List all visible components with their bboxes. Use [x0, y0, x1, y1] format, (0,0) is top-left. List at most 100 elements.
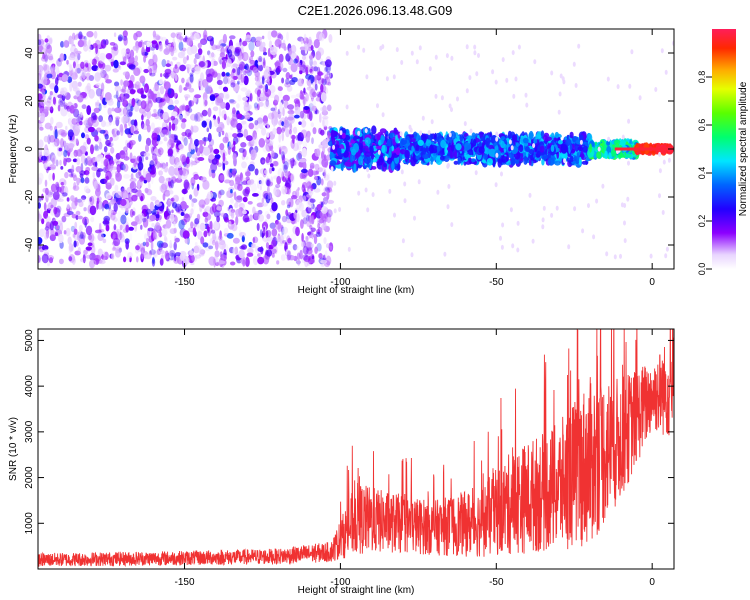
- spectrogram-blob: [74, 197, 78, 206]
- spectrogram-blob: [258, 138, 266, 148]
- spectrogram-blob: [510, 157, 516, 166]
- spectrogram-blob: [289, 122, 293, 131]
- spectrogram-blob: [294, 207, 300, 212]
- spectrogram-blob: [188, 64, 196, 71]
- spectrogram-blob: [144, 254, 152, 260]
- spectrogram-blob: [84, 125, 91, 134]
- spectrogram-blob: [105, 170, 112, 180]
- spectrogram-blob: [152, 256, 155, 264]
- spectrogram-blob: [94, 72, 101, 82]
- spectrogram-blob: [113, 202, 118, 212]
- spectrogram-blob: [139, 75, 146, 84]
- spectrogram-blob: [202, 137, 210, 142]
- spectrogram-blob: [243, 114, 251, 120]
- spectrogram-blob: [200, 176, 207, 182]
- spectrogram-blob: [364, 137, 371, 146]
- spectrogram-blob: [108, 208, 113, 218]
- spectrogram-blob: [245, 34, 252, 42]
- spectrogram-blob: [508, 146, 512, 152]
- spectrogram-blob: [312, 81, 316, 91]
- spectrogram-blob: [131, 97, 136, 108]
- spectrogram-blob: [127, 53, 131, 60]
- spectrogram-blob: [76, 149, 83, 157]
- spectrogram-blob: [324, 187, 330, 192]
- spectrogram-blob: [225, 190, 230, 199]
- spectrogram-blob: [291, 195, 298, 200]
- spectrogram-blob: [185, 79, 189, 84]
- spectrogram-blob: [159, 85, 165, 95]
- spectrogram-blob: [467, 149, 474, 156]
- spectrogram-blob: [344, 161, 352, 167]
- spectrogram-blob: [43, 135, 49, 143]
- spectrogram-blob: [129, 89, 136, 95]
- spectrogram-blob: [395, 134, 398, 144]
- spectrogram-blob: [314, 163, 320, 171]
- spectrogram-blob: [547, 157, 555, 166]
- spectrogram-blob: [142, 241, 146, 246]
- spectrogram-blob: [55, 77, 59, 86]
- spectrogram-blob: [161, 182, 168, 191]
- spectrogram-blob: [83, 207, 87, 212]
- spectrogram-blob: [193, 32, 200, 42]
- spectrogram-blob: [309, 58, 313, 67]
- spectrogram-blob: [124, 123, 128, 130]
- spectrogram-blob: [87, 116, 94, 127]
- spectrogram-blob: [239, 245, 245, 250]
- spectrogram-blob: [187, 254, 195, 264]
- spectrogram-blob: [287, 110, 295, 115]
- spectrogram-blob: [170, 115, 176, 121]
- spectrogram-blob: [80, 154, 86, 164]
- spectrogram-blob: [150, 143, 154, 153]
- spectrogram-blob: [322, 61, 325, 67]
- spectrogram-blob: [159, 258, 164, 266]
- spectrogram-blob: [274, 245, 278, 255]
- spectrogram-blob: [97, 248, 103, 257]
- spectrogram-blob: [90, 216, 95, 223]
- spectrogram-blob: [115, 191, 123, 199]
- spectrogram-blob: [93, 30, 98, 39]
- spectrogram-blob: [112, 120, 116, 126]
- spectrogram-blob: [282, 226, 289, 234]
- spectrogram-blob: [72, 174, 78, 182]
- spectrogram-blob: [329, 245, 333, 251]
- spectrogram-blob: [157, 207, 164, 214]
- spectrogram-blob: [534, 146, 538, 152]
- spectrogram-blob: [301, 232, 304, 243]
- spectrogram-blob: [164, 68, 172, 75]
- spectrogram-blob: [318, 46, 321, 51]
- spectrogram-blob: [289, 58, 294, 66]
- spectrogram-blob: [313, 39, 320, 49]
- spectrogram-blob: [215, 95, 223, 106]
- spectrogram-blob: [230, 261, 236, 266]
- spectrogram-blob: [155, 222, 161, 231]
- spectrogram-blob: [258, 122, 264, 129]
- spectrogram-blob: [164, 73, 169, 79]
- spectrogram-blob: [198, 246, 204, 257]
- spectrogram-blob: [262, 254, 270, 265]
- spectrogram-blob: [230, 76, 234, 81]
- spectrogram-blob: [212, 106, 219, 112]
- spectrogram-blob: [543, 134, 548, 142]
- spectrogram-blob: [73, 127, 81, 135]
- spectrogram-blob: [299, 158, 307, 163]
- spectrogram-blob: [145, 237, 149, 248]
- spectrogram-blob: [273, 186, 280, 197]
- spectrogram-blob: [242, 40, 248, 47]
- spectrogram-blob: [91, 166, 99, 172]
- spectrogram-blob: [375, 145, 383, 150]
- spectrogram-blob: [145, 118, 150, 127]
- spectrogram-blob: [178, 169, 184, 176]
- spectrogram-blob: [321, 117, 329, 128]
- spectrogram-blob: [320, 129, 325, 136]
- spectrogram-blob: [76, 198, 83, 203]
- spectrogram-blob: [41, 76, 48, 86]
- spectrogram-blob: [236, 195, 243, 201]
- spectrogram-blob: [298, 66, 304, 71]
- spectrogram-blob: [54, 232, 59, 237]
- spectrogram-blob: [302, 161, 307, 171]
- spectrogram-blob: [235, 42, 242, 49]
- spectrogram-blob: [172, 194, 180, 203]
- spectrogram-blob: [617, 153, 625, 158]
- spectrogram-blob: [38, 257, 42, 263]
- spectrogram-blob: [316, 229, 321, 235]
